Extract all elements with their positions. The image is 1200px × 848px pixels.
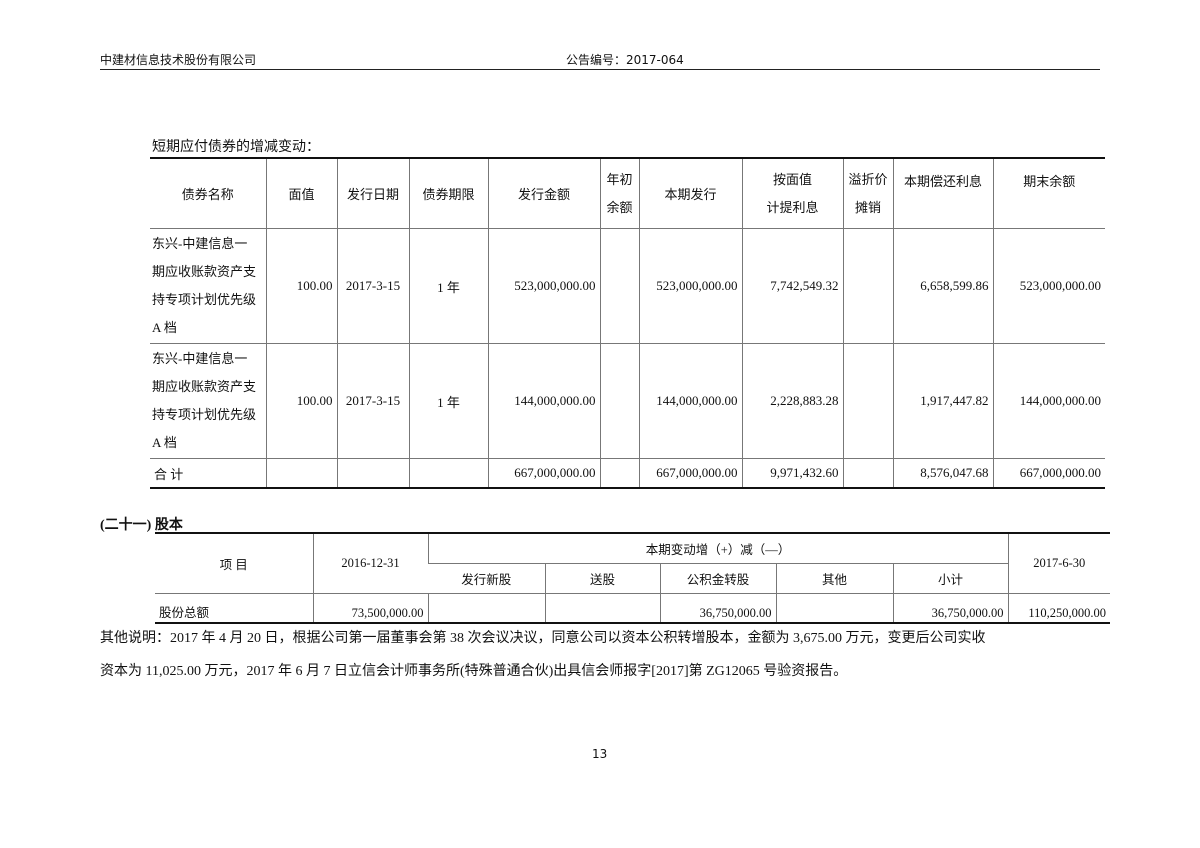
interest: 2,228,883.28 [741,343,843,459]
total-closing: 667,000,000.00 [992,458,1105,488]
name-line: 东兴-中建信息一 [152,236,248,251]
col-header: 项 目 [155,533,313,594]
term: 1 年 [408,343,488,459]
total-label: 合 计 [154,466,184,482]
col-header: 公积金转股 [659,563,776,594]
name-line: A 档 [152,320,177,335]
table-row: 东兴-中建信息一 期应收账款资产支 持专项计划优先级 A 档 100.00 2017-… [150,228,1105,344]
opening: 73,500,000.00 [312,593,428,623]
table-row: 股份总额 73,500,000.00 36,750,000.00 36,750,… [155,593,1110,623]
issued: 523,000,000.00 [638,228,742,344]
col-header: 发行日期 [336,158,409,229]
col-header: 2017-6-30 [1007,533,1110,594]
empty-cell [599,458,639,488]
col-header: 债券名称 [150,158,266,229]
repaid-interest: 1,917,447.82 [892,343,993,459]
col-header: 本期变动增（+）减（—） [427,533,1008,564]
header-divider [100,69,1100,70]
table-subheader: 发行新股 送股 公积金转股 其他 小计 [155,563,1110,594]
note-line: 资本为 11,025.00 万元，2017 年 6 月 7 日立信会计师事务所(… [100,664,848,679]
table-row: 东兴-中建信息一 期应收账款资产支 持专项计划优先级 A 档 100.00 2017-… [150,343,1105,459]
closing-balance: 523,000,000.00 [992,228,1105,344]
name-line: 期应收账款资产支 [152,379,257,394]
notice-number: 公告编号：2017-064 [566,53,684,67]
table-header: 债券名称 面值 发行日期 债券期限 发行金额 年初余额 本期发行 按面值计提利息… [150,158,1105,229]
opening-balance [599,228,639,344]
repaid-interest: 6,658,599.86 [892,228,993,344]
issue-date: 2017-3-15 [336,228,409,344]
note-line: 其他说明：2017 年 4 月 20 日，根据公司第一届董事会第 38 次会议决… [100,631,986,646]
bonus-shares [544,593,660,623]
closing-balance: 144,000,000.00 [992,343,1105,459]
col-header: 2016-12-31 [312,533,428,594]
empty-cell [842,458,893,488]
opening-balance [599,343,639,459]
bond-name: 东兴-中建信息一 期应收账款资产支 持专项计划优先级 A 档 [150,343,266,459]
name-line: 持专项计划优先级 [152,292,257,307]
col-header: 期末余额 [992,158,1105,229]
total-issued: 667,000,000.00 [638,458,742,488]
interest: 7,742,549.32 [741,228,843,344]
section-heading: (二十一) 股本 [100,518,183,533]
page-number: 13 [592,747,608,761]
total-issue-amount: 667,000,000.00 [487,458,600,488]
face-value: 100.00 [265,343,337,459]
col-header: 本期发行 [638,158,742,229]
name-line: 东兴-中建信息一 [152,351,248,366]
empty-cell [265,458,337,488]
col-header: 发行新股 [428,563,545,594]
issue-date: 2017-3-15 [336,343,409,459]
empty-cell [336,458,409,488]
table-header: 项 目 2016-12-31 本期变动增（+）减（—） 2017-6-30 [155,533,1110,594]
name-line: A 档 [152,435,177,450]
issued: 144,000,000.00 [638,343,742,459]
col-header: 面值 [265,158,337,229]
empty-cell [408,458,488,488]
col-header: 本期偿还利息 [892,158,993,229]
company-name: 中建材信息技术股份有限公司 [100,53,257,67]
bonds-table: 债券名称 面值 发行日期 债券期限 发行金额 年初余额 本期发行 按面值计提利息… [150,157,1105,489]
amortization [842,343,893,459]
section-title: 短期应付债券的增减变动： [152,140,320,155]
subtotal: 36,750,000.00 [892,593,1008,623]
col-header: 发行金额 [487,158,600,229]
other [775,593,893,623]
new-shares [427,593,545,623]
face-value: 100.00 [265,228,337,344]
col-header-amortization: 溢折价摊销 [842,158,893,229]
total-interest: 9,971,432.60 [741,458,843,488]
closing: 110,250,000.00 [1007,593,1110,623]
issue-amount: 523,000,000.00 [487,228,600,344]
header-line: 按面值 [772,171,812,187]
row-label: 股份总额 [159,606,210,620]
total-repaid: 8,576,047.68 [892,458,993,488]
term: 1 年 [408,228,488,344]
name-line: 持专项计划优先级 [152,407,257,422]
name-line: 期应收账款资产支 [152,264,257,279]
amortization [842,228,893,344]
col-header: 送股 [544,563,660,594]
total-row: 合 计 667,000,000.00 667,000,000.00 9,971,… [150,458,1105,488]
col-header: 其他 [775,563,893,594]
col-header-opening-balance: 年初余额 [599,158,639,229]
reserve-conversion: 36,750,000.00 [659,593,776,623]
col-header: 小计 [892,563,1008,594]
col-header: 债券期限 [408,158,488,229]
share-capital-table: 项 目 2016-12-31 本期变动增（+）减（—） 2017-6-30 发行… [155,532,1110,624]
bond-name: 东兴-中建信息一 期应收账款资产支 持专项计划优先级 A 档 [150,228,266,344]
issue-amount: 144,000,000.00 [487,343,600,459]
header-line: 计提利息 [766,199,819,215]
col-header: 按面值 计提利息 [741,158,843,229]
